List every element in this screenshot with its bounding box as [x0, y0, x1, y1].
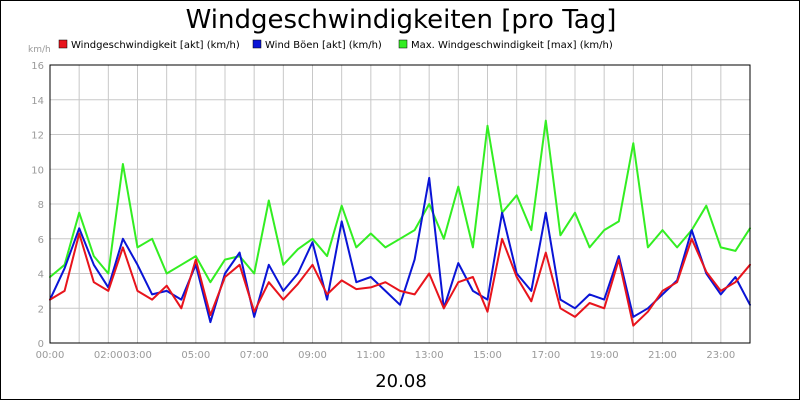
plot-border [49, 64, 751, 344]
x-tick-label: 21:00 [648, 350, 677, 361]
x-tick-label: 23:00 [706, 350, 735, 361]
legend-label: Windgeschwindigkeit [akt] (km/h) [71, 40, 240, 51]
date-label: 20.08 [375, 371, 427, 392]
y-tick-label: 8 [38, 200, 44, 211]
y-tick-label: 16 [31, 61, 44, 72]
y-axis-unit: km/h [28, 45, 51, 55]
y-tick-label: 0 [38, 339, 44, 350]
legend-entry: Windgeschwindigkeit [akt] (km/h) [58, 39, 240, 51]
legend-label: Max. Windgeschwindigkeit [max] (km/h) [411, 40, 613, 51]
series-lines [49, 119, 751, 327]
series-line-1 [49, 176, 751, 324]
y-tick-label: 14 [31, 96, 44, 107]
y-axis-ticks: 0 2 4 6 8 10 12 14 16 [31, 61, 44, 350]
y-tick-label: 10 [31, 165, 44, 176]
x-tick-label: 05:00 [181, 350, 210, 361]
legend-entry: Wind Böen [akt] (km/h) [252, 39, 382, 51]
x-tick-label: 09:00 [298, 350, 327, 361]
chart-title: Windgeschwindigkeiten [pro Tag] [186, 5, 617, 35]
x-tick-label: 11:00 [356, 350, 385, 361]
legend-swatch [398, 39, 408, 49]
legend-entry: Max. Windgeschwindigkeit [max] (km/h) [398, 39, 613, 51]
series-line-0 [49, 232, 751, 327]
series-line-2 [49, 119, 751, 284]
x-tick-label: 17:00 [531, 350, 560, 361]
x-tick-label: 02:00 [94, 350, 123, 361]
y-tick-label: 6 [38, 235, 44, 246]
x-tick-label: 15:00 [473, 350, 502, 361]
y-tick-label: 4 [38, 270, 44, 281]
legend: Windgeschwindigkeit [akt] (km/h) Wind Böe… [58, 39, 613, 51]
x-tick-label: 19:00 [590, 350, 619, 361]
x-tick-label: 07:00 [240, 350, 269, 361]
x-tick-label: 03:00 [123, 350, 152, 361]
legend-label: Wind Böen [akt] (km/h) [265, 40, 382, 51]
x-tick-label: 00:00 [36, 350, 65, 361]
x-axis-ticks: 00:00 02:00 03:00 05:00 07:00 09:00 11:00 13:00… [36, 350, 736, 361]
legend-swatch [252, 39, 262, 49]
y-tick-label: 2 [38, 304, 44, 315]
legend-swatch [58, 39, 68, 49]
x-tick-label: 13:00 [415, 350, 444, 361]
y-tick-label: 12 [31, 131, 44, 142]
